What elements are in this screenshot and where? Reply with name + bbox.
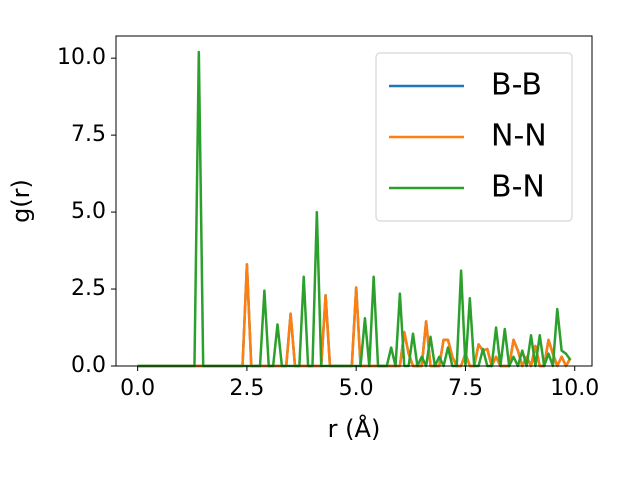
x-tick-label: 0.0: [120, 376, 155, 401]
y-tick-label: 2.5: [71, 276, 106, 301]
x-tick-label: 2.5: [229, 376, 264, 401]
x-axis-label: r (Å): [328, 414, 381, 443]
y-axis-label: g(r): [7, 179, 35, 223]
x-tick-label: 10.0: [550, 376, 599, 401]
legend-box: [375, 52, 573, 222]
legend-label: N-N: [491, 119, 547, 154]
x-tick-label: 7.5: [448, 376, 483, 401]
y-tick-label: 5.0: [71, 199, 106, 224]
legend-label: B-N: [491, 170, 545, 205]
y-tick-label: 7.5: [71, 122, 106, 147]
y-tick-label: 10.0: [57, 45, 106, 70]
y-tick-label: 0.0: [71, 353, 106, 378]
legend-label: B-B: [491, 68, 542, 103]
x-tick-label: 5.0: [339, 376, 374, 401]
plot-frame: [115, 35, 593, 367]
